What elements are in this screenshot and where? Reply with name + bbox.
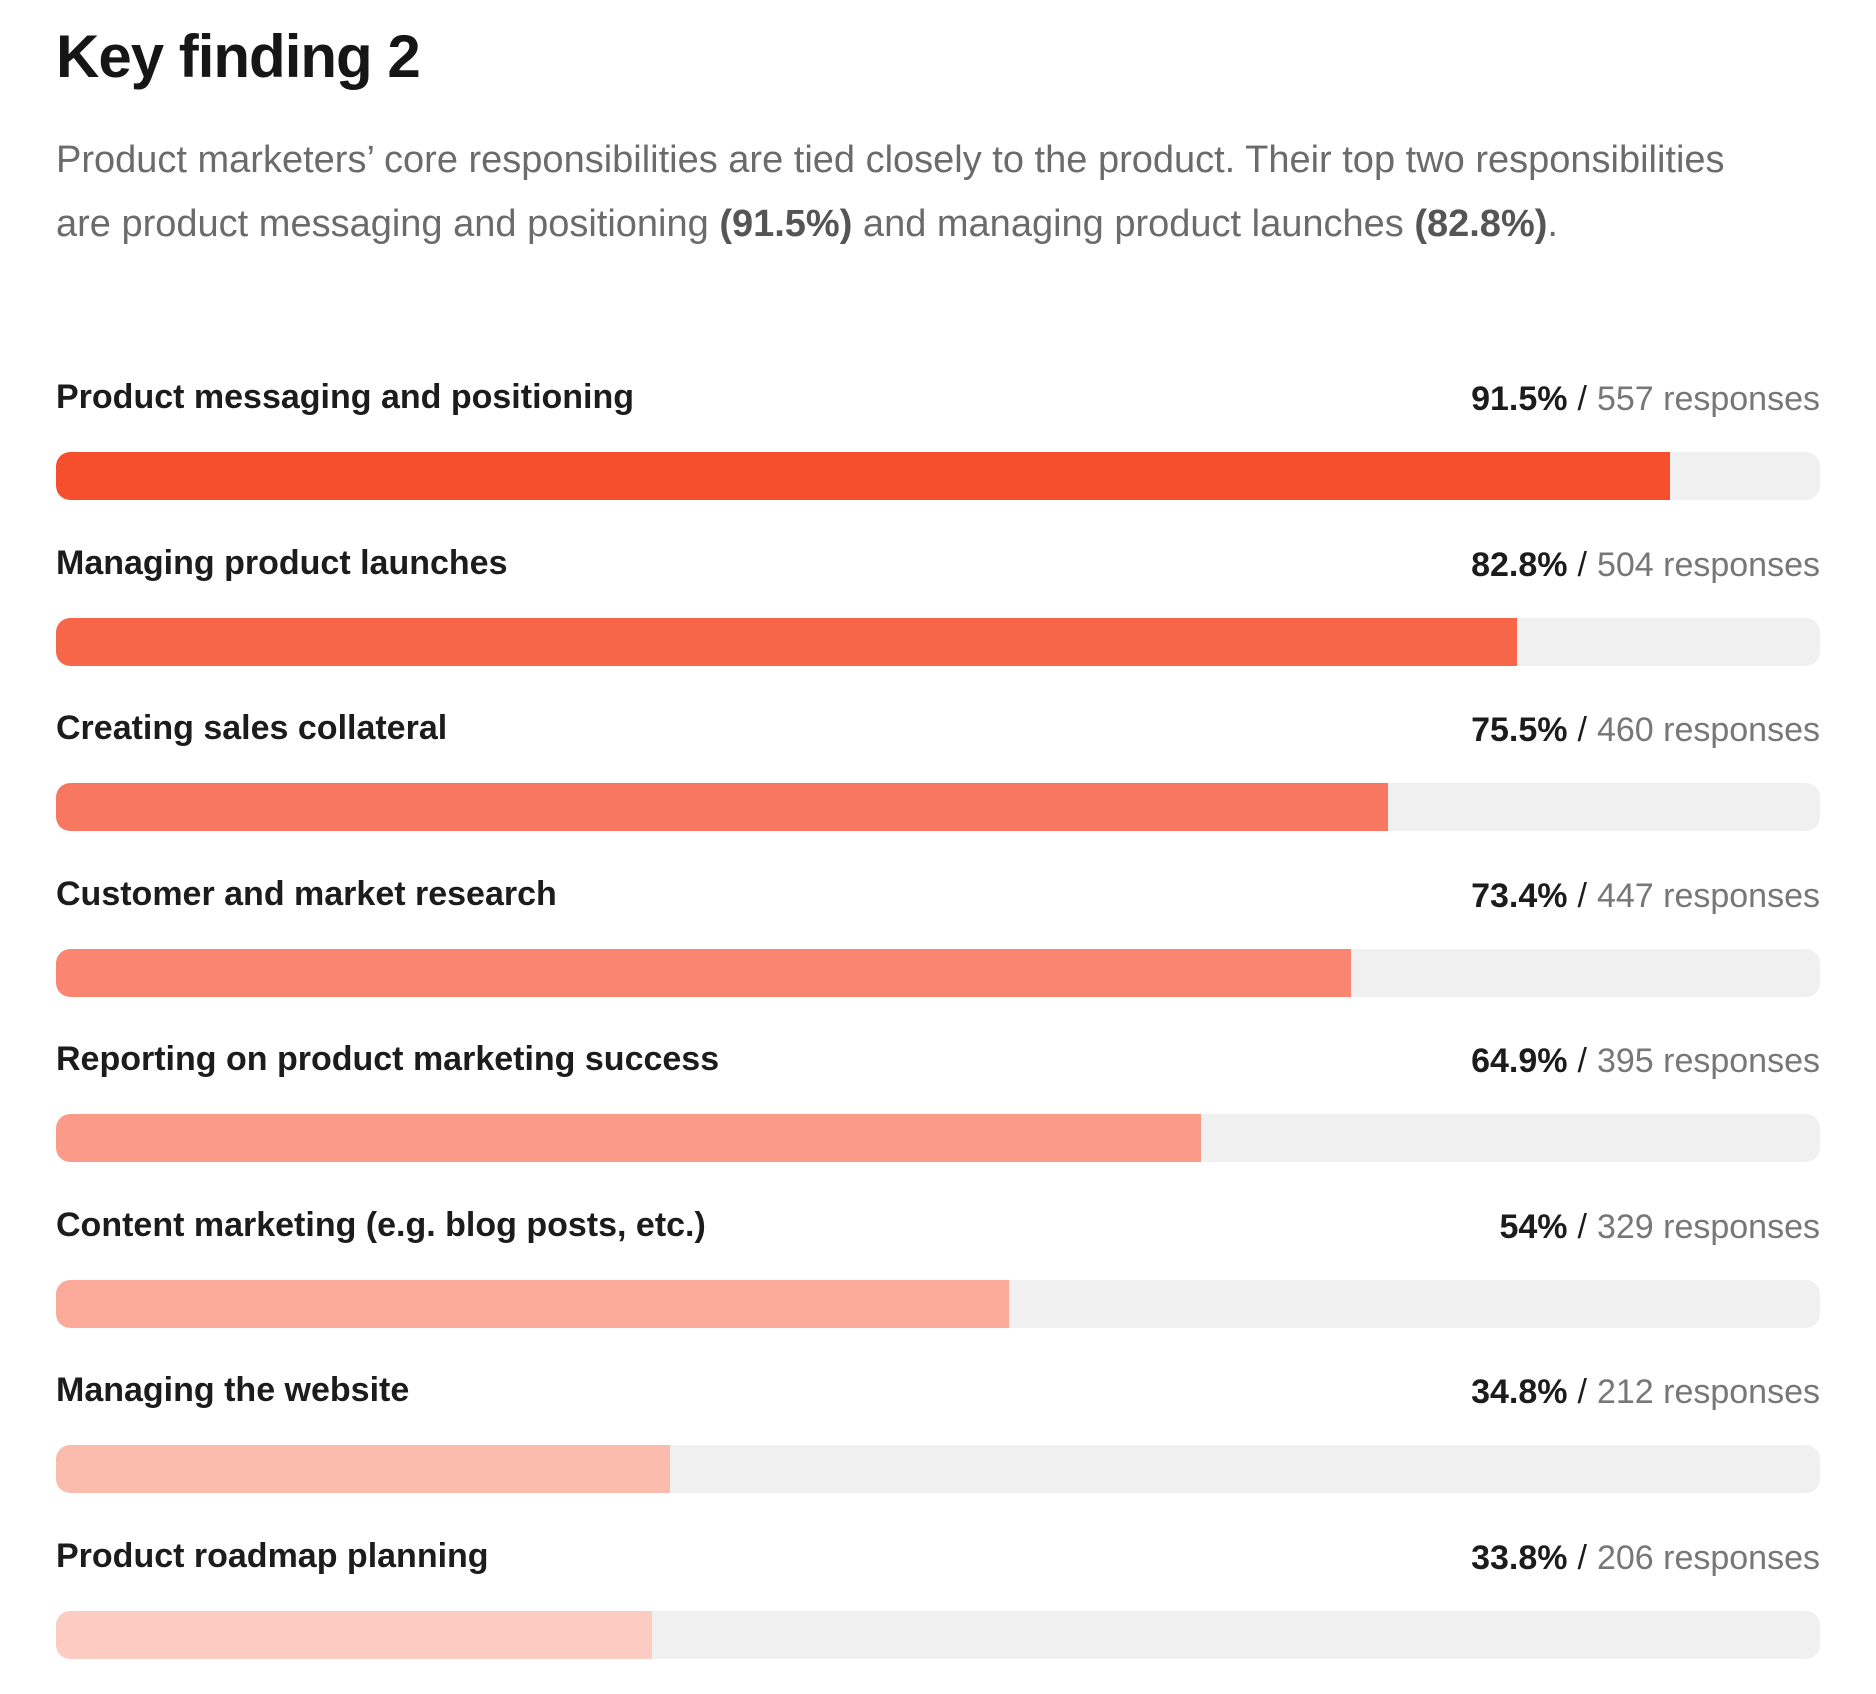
intro-paragraph: Product marketers’ core responsibilities… [56,128,1776,256]
bar-fill [56,949,1351,997]
stat-separator: / [1578,1539,1587,1577]
bar-fill [56,452,1670,500]
row-stat: 64.9% / 395 responses [1471,1042,1820,1081]
bar-track [56,783,1820,831]
bar-track [56,452,1820,500]
response-count-label: 447 responses [1597,877,1820,915]
value-label: 33.8% [1471,1539,1567,1577]
intro-highlight-1: (91.5%) [719,203,852,245]
value-label: 54% [1499,1208,1567,1246]
value-label: 91.5% [1471,380,1567,418]
chart-row: Reporting on product marketing success 64… [56,1032,1820,1198]
intro-text-3: . [1547,203,1558,245]
intro-text-2: and managing product launches [852,203,1414,245]
bar-track [56,618,1820,666]
stat-separator: / [1578,1373,1587,1411]
category-label: Creating sales collateral [56,709,447,748]
row-stat: 73.4% / 447 responses [1471,877,1820,916]
bar-track [56,1280,1820,1328]
bar-fill [56,1611,652,1659]
response-count-label: 504 responses [1597,546,1820,584]
response-count-label: 206 responses [1597,1539,1820,1577]
stat-separator: / [1578,380,1587,418]
stat-separator: / [1578,711,1587,749]
bar-track [56,949,1820,997]
stat-separator: / [1578,1208,1587,1246]
row-stat: 33.8% / 206 responses [1471,1539,1820,1578]
bar-fill [56,1280,1009,1328]
bar-fill [56,1445,670,1493]
stat-separator: / [1578,877,1587,915]
stat-separator: / [1578,546,1587,584]
intro-highlight-2: (82.8%) [1414,203,1547,245]
row-stat: 34.8% / 212 responses [1471,1373,1820,1412]
value-label: 75.5% [1471,711,1567,749]
bar-fill [56,618,1517,666]
bar-fill [56,783,1388,831]
row-stat: 91.5% / 557 responses [1471,380,1820,419]
chart-row: Customer and market research 73.4% / 447 re… [56,867,1820,1033]
category-label: Product roadmap planning [56,1537,489,1576]
chart-row: Product messaging and positioning 91.5% / 5… [56,370,1820,536]
value-label: 73.4% [1471,877,1567,915]
row-stat: 54% / 329 responses [1499,1208,1820,1247]
chart-row: Content marketing (e.g. blog posts, etc.… [56,1198,1820,1364]
category-label: Customer and market research [56,875,557,914]
page-title: Key finding 2 [56,22,420,91]
response-count-label: 460 responses [1597,711,1820,749]
category-label: Product messaging and positioning [56,378,634,417]
category-label: Content marketing (e.g. blog posts, etc.… [56,1206,706,1245]
response-count-label: 329 responses [1597,1208,1820,1246]
response-count-label: 557 responses [1597,380,1820,418]
chart-row: Managing the website 34.8% / 212 responses [56,1363,1820,1529]
category-label: Managing the website [56,1371,409,1410]
bar-fill [56,1114,1201,1162]
category-label: Managing product launches [56,544,507,583]
chart-row: Managing product launches 82.8% / 504 respo… [56,536,1820,702]
response-count-label: 212 responses [1597,1373,1820,1411]
bar-track [56,1114,1820,1162]
value-label: 34.8% [1471,1373,1567,1411]
response-count-label: 395 responses [1597,1042,1820,1080]
bar-track [56,1611,1820,1659]
chart-row: Creating sales collateral 75.5% / 460 respo… [56,701,1820,867]
stat-separator: / [1578,1042,1587,1080]
row-stat: 75.5% / 460 responses [1471,711,1820,750]
value-label: 82.8% [1471,546,1567,584]
value-label: 64.9% [1471,1042,1567,1080]
row-stat: 82.8% / 504 responses [1471,546,1820,585]
chart-row: Product roadmap planning 33.8% / 206 respon… [56,1529,1820,1694]
bar-track [56,1445,1820,1493]
category-label: Reporting on product marketing success [56,1040,719,1079]
